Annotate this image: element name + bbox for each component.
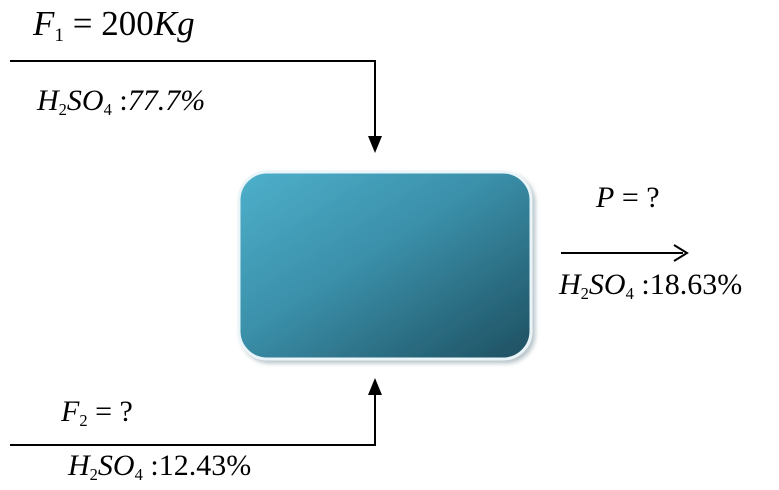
p-h-sub: 2 [580, 284, 589, 304]
f1-flow-label: F1 = 200Kg [33, 4, 195, 45]
f2-so-sub: 4 [134, 465, 143, 485]
p-fraction: 18.63% [649, 268, 743, 301]
f2-symbol: F [61, 395, 80, 428]
p-composition-label: H2SO4 :18.63% [559, 268, 743, 304]
f1-equals: = [72, 4, 93, 43]
p-value: ? [646, 181, 660, 214]
product-p-arrowhead [673, 244, 689, 262]
f1-index: 1 [54, 25, 65, 47]
f1-h: H [37, 84, 59, 117]
f1-symbol: F [33, 4, 55, 43]
p-equals: = [621, 181, 639, 214]
f1-value-number: 200 [101, 4, 154, 43]
p-so: SO [588, 268, 626, 301]
f2-equals: = [95, 395, 112, 428]
f1-fraction: 77.7% [127, 84, 206, 117]
feed-f2-line [10, 392, 376, 446]
f2-composition-label: H2SO4 :12.43% [68, 449, 252, 485]
p-colon: : [641, 268, 650, 301]
f1-composition-label: H2SO4 :77.7% [37, 84, 206, 120]
f2-h-sub: 2 [89, 465, 98, 485]
feed-f1-arrowhead [368, 136, 382, 153]
f1-so-sub: 4 [103, 100, 112, 120]
f1-colon: : [119, 84, 128, 117]
f2-so: SO [97, 449, 135, 482]
f1-value-unit: Kg [153, 4, 195, 43]
f2-h: H [68, 449, 90, 482]
feed-f2-arrowhead [368, 378, 382, 395]
f2-fraction: 12.43% [158, 449, 252, 482]
p-h: H [559, 268, 581, 301]
f2-flow-label: F2 = ? [61, 395, 133, 431]
f2-index: 2 [79, 411, 88, 431]
process-unit-box [237, 170, 533, 361]
p-so-sub: 4 [625, 284, 634, 304]
f1-so: SO [66, 84, 104, 117]
p-flow-label: P = ? [596, 183, 660, 213]
f1-h-sub: 2 [58, 100, 67, 120]
f2-value: ? [119, 395, 133, 428]
feed-f1-line [10, 60, 376, 140]
f2-colon: : [150, 449, 159, 482]
p-symbol: P [596, 181, 615, 214]
